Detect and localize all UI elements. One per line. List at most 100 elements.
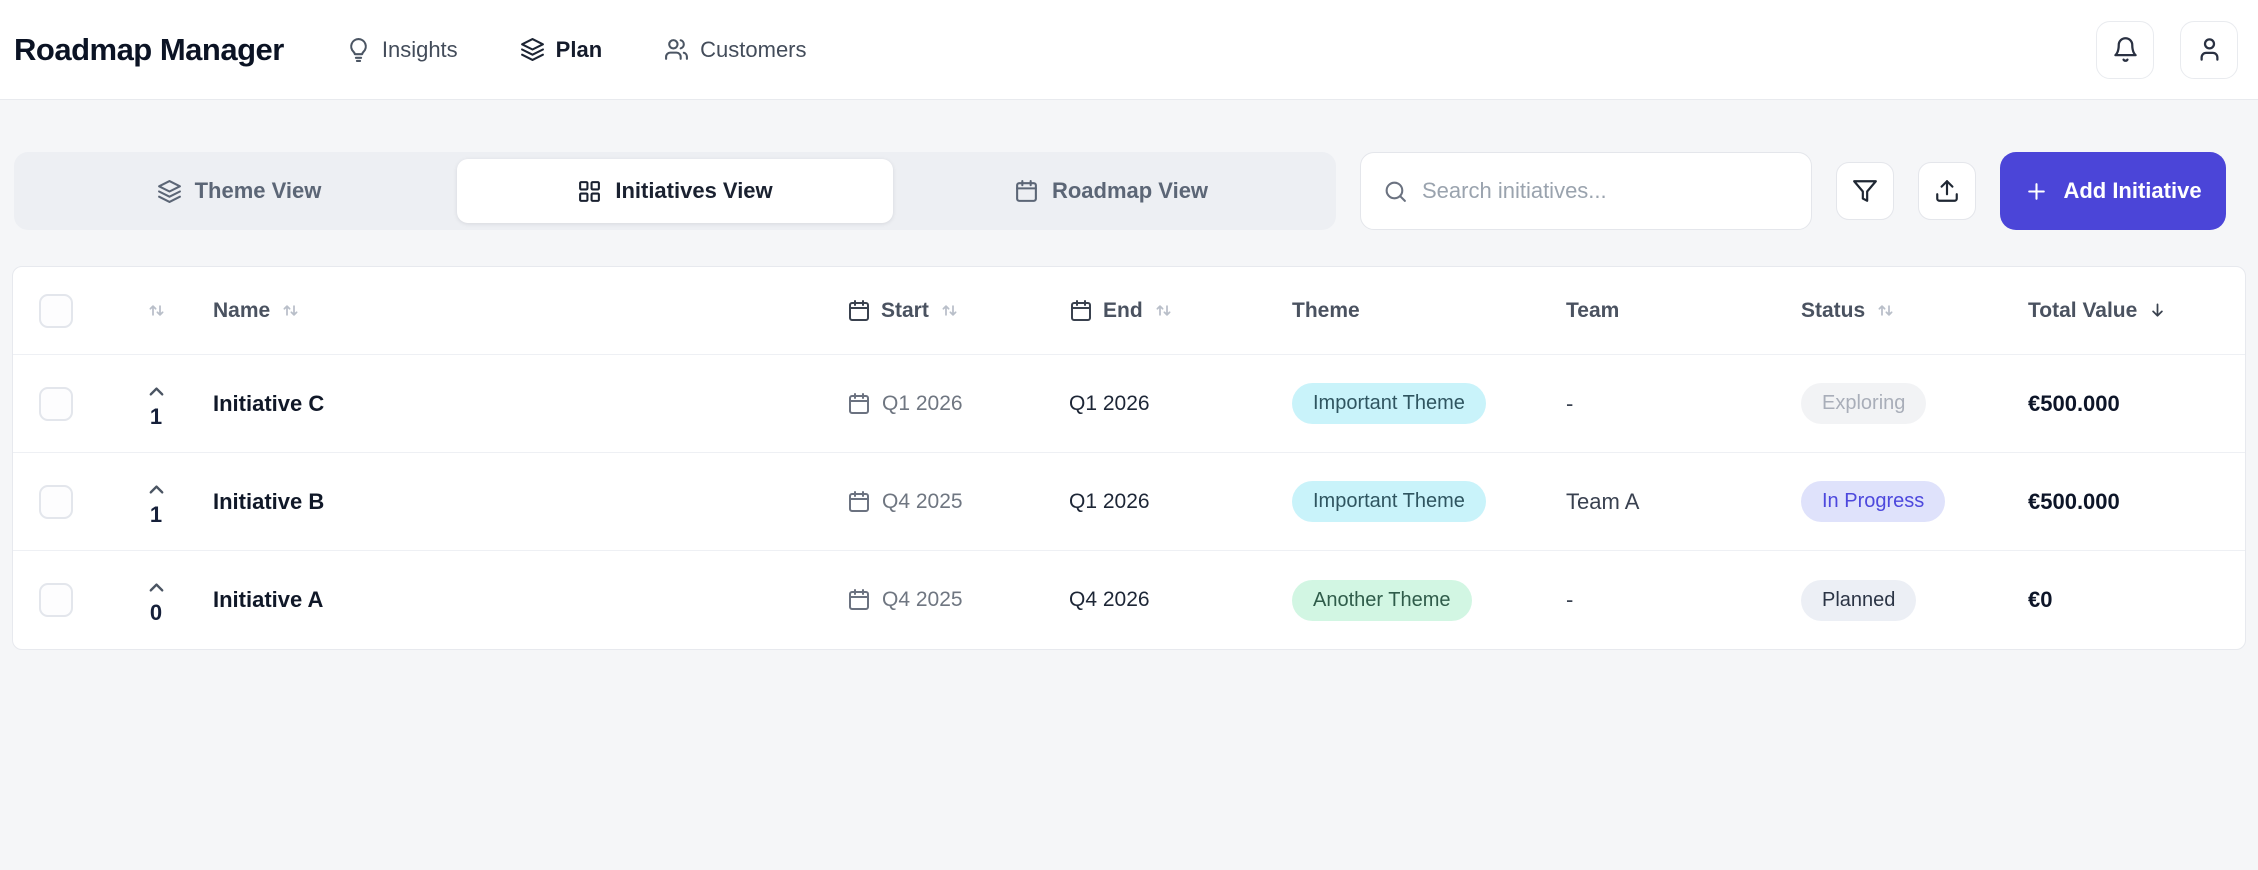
add-initiative-button[interactable]: Add Initiative	[2000, 152, 2226, 230]
search-input[interactable]	[1422, 178, 1789, 204]
status-cell: Exploring	[1801, 383, 2028, 424]
account-button[interactable]	[2180, 20, 2238, 79]
upvote-chevron-icon[interactable]	[145, 478, 168, 501]
end-date: Q1 2026	[1069, 489, 1150, 513]
theme-cell: Important Theme	[1292, 383, 1566, 424]
vote-control: 1	[99, 380, 213, 428]
header-votes-sort[interactable]	[99, 300, 213, 321]
topbar: Roadmap Manager Insights Plan Customers	[0, 0, 2258, 100]
start-date: Q1 2026	[882, 391, 963, 415]
sort-arrows-icon	[942, 305, 957, 316]
row-checkbox[interactable]	[39, 484, 73, 519]
total-value: €0	[2028, 587, 2053, 612]
status-badge: Exploring	[1801, 383, 1927, 424]
upvote-chevron-icon[interactable]	[145, 576, 168, 599]
initiatives-table: Name Start End Theme Team Status Total V…	[12, 266, 2246, 650]
nav-item-label: Plan	[555, 36, 603, 62]
user-icon	[2200, 38, 2218, 61]
table-row[interactable]: 1 Initiative B Q4 2025 Q1 2026 Important…	[13, 453, 2245, 551]
theme-badge: Another Theme	[1292, 579, 1472, 621]
header-team-label: Team	[1566, 298, 1620, 322]
nav-item-insights[interactable]: Insights	[346, 37, 458, 63]
calendar-icon	[849, 299, 869, 321]
arrow-down-icon	[2152, 303, 2164, 317]
select-all-checkbox[interactable]	[39, 293, 73, 328]
upvote-chevron-icon[interactable]	[145, 380, 168, 403]
nav-item-customers[interactable]: Customers	[664, 36, 807, 63]
app-title: Roadmap Manager	[14, 31, 284, 67]
header-end[interactable]: End	[1069, 299, 1292, 323]
team-cell: Team A	[1566, 488, 1640, 514]
row-checkbox-cell	[13, 484, 99, 519]
main-nav: Insights Plan Customers	[346, 37, 807, 63]
nav-item-label: Insights	[381, 36, 458, 62]
export-button[interactable]	[1918, 162, 1976, 220]
tab-roadmap-view[interactable]: Roadmap View	[893, 159, 1329, 223]
sort-arrows-icon	[149, 305, 163, 316]
calendar-icon	[849, 392, 869, 414]
header-total-value[interactable]: Total Value	[2028, 299, 2245, 323]
status-cell: In Progress	[1801, 481, 2028, 522]
tab-initiatives-view[interactable]: Initiatives View	[457, 159, 893, 223]
grid-icon	[579, 180, 601, 202]
total-value: €500.000	[2028, 488, 2120, 514]
vote-control: 0	[99, 576, 213, 624]
tab-label: Theme View	[194, 178, 322, 203]
initiative-name: Initiative B	[213, 488, 325, 514]
nav-item-plan[interactable]: Plan	[520, 37, 602, 63]
theme-badge: Important Theme	[1292, 383, 1486, 424]
row-checkbox[interactable]	[39, 583, 73, 617]
plus-icon	[2028, 182, 2046, 200]
team-cell: -	[1566, 390, 1574, 416]
filter-button[interactable]	[1836, 162, 1894, 220]
bell-icon	[2113, 37, 2137, 62]
start-date-cell: Q4 2025	[847, 588, 1069, 612]
calendar-icon	[849, 589, 869, 610]
header-team: Team	[1566, 299, 1801, 323]
status-badge: Planned	[1801, 579, 1917, 621]
row-checkbox[interactable]	[39, 386, 73, 421]
lightbulb-icon	[350, 38, 367, 62]
nav-item-label: Customers	[700, 36, 807, 62]
sort-arrows-icon	[1156, 305, 1171, 316]
users-icon	[665, 39, 689, 60]
header-checkbox-cell	[13, 293, 99, 328]
calendar-icon	[849, 490, 869, 512]
vote-control: 1	[99, 478, 213, 526]
start-date-cell: Q1 2026	[847, 392, 1069, 416]
theme-badge: Important Theme	[1292, 481, 1486, 522]
tab-theme-view[interactable]: Theme View	[21, 159, 457, 223]
search-box	[1360, 152, 1812, 230]
header-name[interactable]: Name	[213, 299, 847, 323]
status-cell: Planned	[1801, 579, 2028, 621]
initiative-name: Initiative C	[213, 390, 325, 416]
header-status-label: Status	[1801, 298, 1866, 322]
calendar-icon	[1016, 179, 1037, 202]
tab-label: Initiatives View	[615, 178, 773, 203]
header-start[interactable]: Start	[847, 299, 1069, 323]
vote-count: 1	[149, 403, 163, 429]
search-icon	[1385, 181, 1406, 202]
notifications-button[interactable]	[2096, 20, 2154, 79]
start-date: Q4 2025	[882, 588, 963, 611]
theme-cell: Another Theme	[1292, 579, 1566, 621]
status-badge: In Progress	[1801, 481, 1946, 522]
layers-icon	[157, 179, 181, 203]
start-date: Q4 2025	[882, 489, 963, 513]
vote-count: 0	[149, 600, 163, 625]
table-row[interactable]: 0 Initiative A Q4 2025 Q4 2026 Another T…	[13, 551, 2245, 649]
initiative-name: Initiative A	[213, 587, 324, 612]
sort-arrows-icon	[1878, 305, 1893, 316]
header-end-label: End	[1103, 298, 1143, 322]
table-row[interactable]: 1 Initiative C Q1 2026 Q1 2026 Important…	[13, 355, 2245, 453]
header-start-label: Start	[881, 298, 929, 322]
tab-label: Roadmap View	[1051, 178, 1209, 203]
header-theme: Theme	[1292, 299, 1566, 323]
toolbar: Theme View Initiatives View Roadmap View…	[0, 152, 2258, 230]
vote-count: 1	[149, 501, 163, 527]
header-status[interactable]: Status	[1801, 299, 2028, 323]
header-total-value-label: Total Value	[2028, 298, 2138, 322]
end-date: Q1 2026	[1069, 391, 1150, 415]
calendar-icon	[1071, 299, 1091, 321]
topbar-actions	[2096, 20, 2238, 79]
